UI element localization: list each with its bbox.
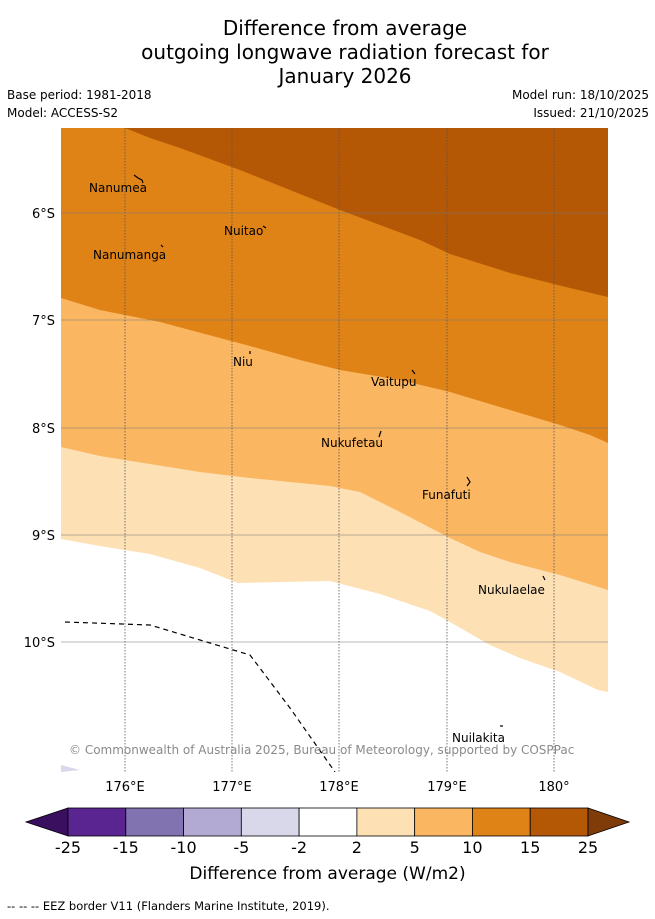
title-line-1: Difference from average [222, 16, 468, 40]
colorbar: -25 -15 -10 -5 -2 2 5 10 15 25 [24, 807, 631, 857]
colorbar-tick-label: 2 [352, 838, 362, 857]
lon-tick-label: 176°E [105, 780, 145, 795]
issued-date: Issued: 21/10/2025 [533, 106, 649, 120]
lon-tick-label: 178°E [319, 780, 359, 795]
island-shapes [133, 174, 546, 727]
eez-border [64, 621, 336, 772]
eez-legend-footnote: -- -- -- EEZ border V11 (Flanders Marine… [7, 899, 330, 913]
label-niu: Niu [233, 355, 253, 369]
colorbar-box [125, 807, 184, 837]
colorbar-tick-label: -2 [291, 838, 307, 857]
colorbar-box [183, 807, 242, 837]
colorbar-tick-label: -15 [113, 838, 139, 857]
latitude-tick-labels: 6°S 7°S 8°S 9°S 10°S [24, 207, 55, 651]
base-period: Base period: 1981-2018 [7, 88, 152, 102]
label-nanumanga: Nanumanga [93, 248, 166, 262]
model-run: Model run: 18/10/2025 [511, 88, 649, 102]
band-neg-5-2-patch [61, 765, 80, 772]
colorbar-box [298, 807, 358, 837]
island-labels: Nanumea Nuitao Nanumanga Niu Vaitupu Nuk… [89, 181, 545, 745]
longitude-gridlines [124, 128, 555, 772]
lon-tick-label: 177°E [212, 780, 252, 795]
colorbar-tick-label: 10 [462, 838, 482, 857]
forecast-map: Nanumea Nuitao Nanumanga Niu Vaitupu Nuk… [24, 128, 631, 857]
label-nuilakita: Nuilakita [452, 731, 505, 745]
colorbar-tick-label: 5 [410, 838, 420, 857]
colorbar-box [472, 807, 531, 837]
label-vaitupu: Vaitupu [371, 375, 417, 389]
title-line-3: January 2026 [278, 64, 412, 88]
label-nukulaelae: Nukulaelae [478, 583, 545, 597]
lon-tick-label: 179°E [427, 780, 467, 795]
title-line-2: outgoing longwave radiation forecast for [141, 40, 549, 64]
colorbar-label: Difference from average (W/m2) [189, 864, 466, 884]
colorbar-box [240, 807, 300, 837]
label-nuitao: Nuitao [224, 224, 263, 238]
colorbar-box [529, 807, 589, 837]
colorbar-tick-label: 25 [578, 838, 598, 857]
colorbar-extend-low [24, 807, 69, 837]
colorbar-extend-high [587, 807, 631, 837]
longitude-tick-labels: 176°E 177°E 178°E 179°E 180° [105, 780, 569, 795]
colorbar-box [356, 807, 416, 837]
lon-tick-label: 180° [538, 780, 569, 795]
label-nukufetau: Nukufetau [321, 436, 383, 450]
label-nanumea: Nanumea [89, 181, 147, 195]
colorbar-tick-label: -5 [233, 838, 249, 857]
lat-tick-label: 8°S [32, 422, 55, 437]
latitude-gridlines [61, 212, 608, 643]
lat-tick-label: 7°S [32, 314, 55, 329]
colorbar-box [414, 807, 473, 837]
colorbar-tick-label: -10 [170, 838, 196, 857]
chart-title: Difference from average outgoing longwav… [0, 16, 655, 88]
model-name: Model: ACCESS-S2 [7, 106, 119, 120]
colorbar-box [67, 807, 127, 837]
copyright-notice: © Commonwealth of Australia 2025, Bureau… [69, 743, 574, 757]
colorbar-tick-label: -25 [55, 838, 81, 857]
lat-tick-label: 6°S [32, 207, 55, 222]
colorbar-tick-label: 15 [520, 838, 540, 857]
lat-tick-label: 10°S [24, 636, 55, 651]
band-15-25 [125, 128, 608, 297]
label-funafuti: Funafuti [422, 488, 471, 502]
lat-tick-label: 9°S [32, 529, 55, 544]
